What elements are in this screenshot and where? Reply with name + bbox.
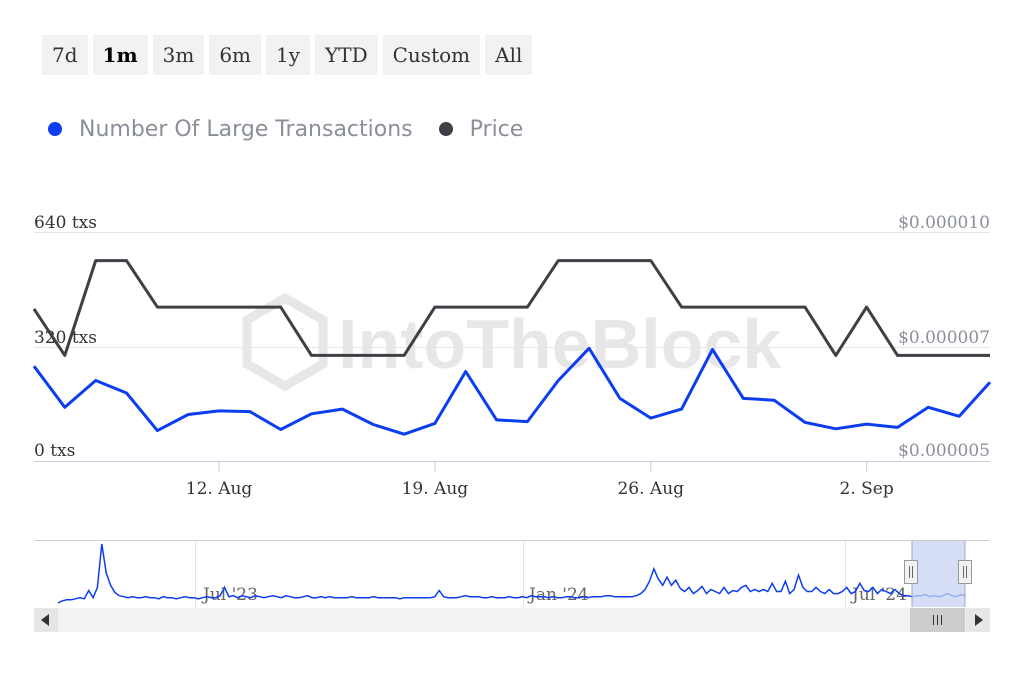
navigator-label-jul23: Jul '23	[201, 585, 258, 605]
navigator-label-jan24: Jan '24	[527, 585, 589, 605]
right-axis-label-bottom: $0.000005	[898, 441, 990, 461]
x-axis-label: 19. Aug	[402, 479, 469, 499]
scrollbar[interactable]	[34, 608, 990, 632]
navigator-selected-range[interactable]	[912, 541, 965, 607]
navigator-left-handle[interactable]	[904, 560, 918, 584]
navigator: Jul '23 Jan '24 Jul '24	[34, 540, 990, 608]
right-axis-label-mid: $0.000007	[898, 328, 990, 348]
range-all-button[interactable]: All	[485, 35, 533, 75]
left-axis-label-mid: 320 txs	[34, 328, 97, 348]
x-axis-label: 2. Sep	[840, 479, 894, 499]
range-selector: 7d 1m 3m 6m 1y YTD Custom All	[42, 35, 533, 75]
range-ytd-button[interactable]: YTD	[315, 35, 378, 75]
range-6m-button[interactable]: 6m	[209, 35, 262, 75]
range-1m-button[interactable]: 1m	[92, 35, 148, 75]
right-axis-label-top: $0.000010	[898, 213, 990, 233]
watermark-text: IntoTheBlock	[338, 305, 781, 383]
scrollbar-track[interactable]	[34, 608, 990, 632]
series-line-price[interactable]	[32, 259, 990, 357]
left-axis-label-top: 640 txs	[34, 213, 97, 233]
arrow-left-icon	[41, 614, 49, 626]
range-1y-button[interactable]: 1y	[266, 35, 311, 75]
x-axis-label: 12. Aug	[186, 479, 253, 499]
legend-label-price: Price	[469, 116, 524, 142]
watermark-logo-icon	[242, 292, 328, 392]
chart-area: IntoTheBlock 640 txs 320 txs 0 txs $0.00…	[32, 213, 992, 632]
legend-dot-icon	[438, 122, 453, 136]
series-line-large-transactions[interactable]	[32, 346, 992, 436]
range-7d-button[interactable]: 7d	[42, 35, 88, 75]
navigator-label-jul24: Jul '24	[850, 585, 907, 605]
navigator-series-line	[57, 543, 966, 604]
legend-dot-icon	[48, 122, 62, 136]
arrow-right-icon	[975, 614, 983, 626]
left-axis-label-bottom: 0 txs	[34, 441, 75, 461]
chart-legend: Number Of Large Transactions Price	[48, 112, 549, 146]
range-custom-button[interactable]: Custom	[382, 35, 481, 75]
x-axis-label: 26. Aug	[617, 479, 684, 499]
legend-item-large-transactions[interactable]: Number Of Large Transactions	[48, 117, 413, 142]
range-3m-button[interactable]: 3m	[152, 35, 205, 75]
navigator-right-handle[interactable]	[958, 560, 972, 584]
legend-label-large-transactions: Number Of Large Transactions	[79, 116, 413, 142]
legend-item-price[interactable]: Price	[438, 116, 524, 142]
